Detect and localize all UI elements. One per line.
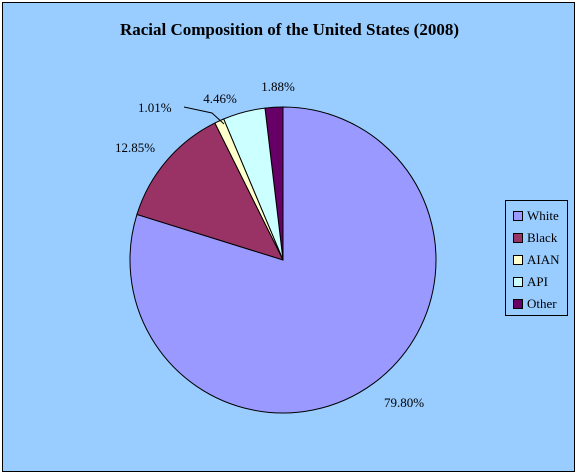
legend-label: API [527,274,548,289]
data-label-black: 12.85% [115,140,155,155]
legend-label: AIAN [527,252,560,267]
pie-slice-white [129,106,437,414]
legend-label: Black [527,230,558,245]
data-label-white: 79.80% [384,395,424,410]
legend: White Black AIAN API Other [505,200,568,316]
legend-swatch [513,233,523,244]
legend-label: Other [527,296,557,311]
leader-line [183,106,225,125]
chart-title: Racial Composition of the United States … [119,20,460,39]
legend-item-black: Black [513,230,557,246]
legend-swatch [513,277,523,288]
data-label-other: 1.88% [261,79,295,94]
legend-item-api: API [513,274,548,290]
legend-swatch [513,299,523,310]
data-label-api: 4.46% [203,91,237,106]
legend-item-other: Other [513,296,557,312]
data-label-aian: 1.01% [138,100,172,115]
legend-item-white: White [513,208,559,224]
legend-item-aian: AIAN [513,252,560,268]
legend-swatch [513,211,523,222]
legend-swatch [513,255,523,266]
legend-label: White [527,208,559,223]
